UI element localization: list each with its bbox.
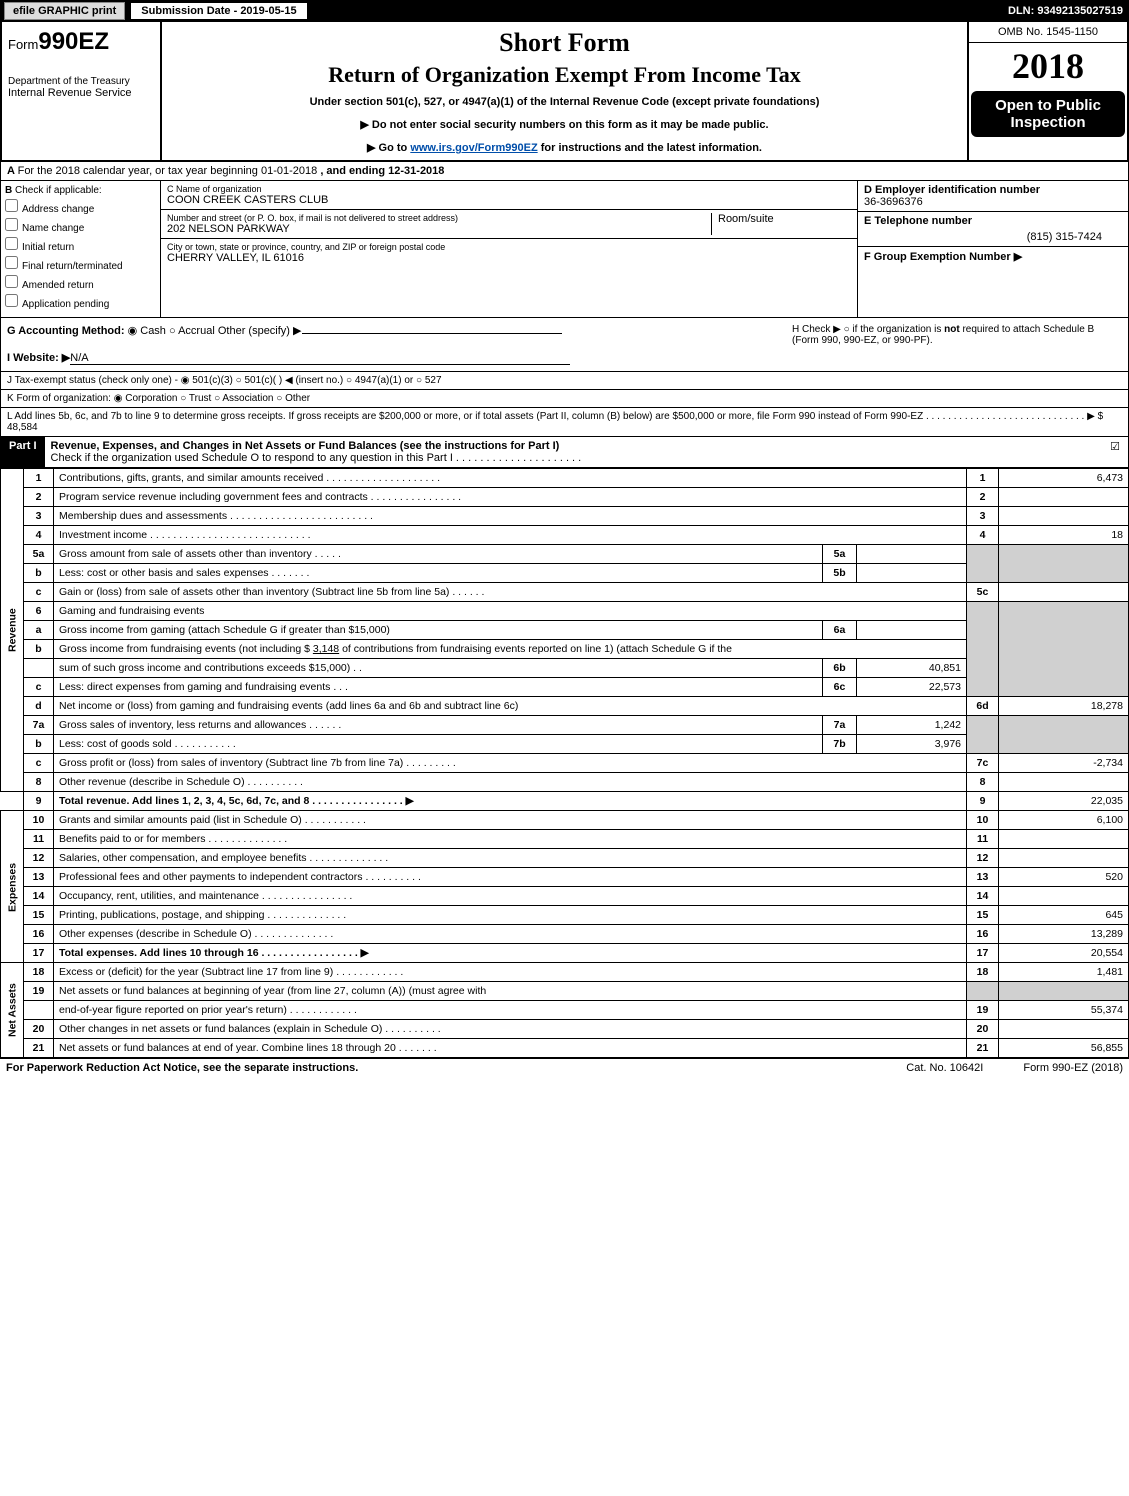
org-name: COON CREEK CASTERS CLUB bbox=[167, 194, 851, 206]
part1-title: Revenue, Expenses, and Changes in Net As… bbox=[51, 440, 560, 452]
i-label: I Website: ▶ bbox=[7, 352, 70, 364]
f-label: F Group Exemption Number bbox=[864, 251, 1011, 263]
efile-print-button[interactable]: efile GRAPHIC print bbox=[4, 2, 125, 20]
e-label: E Telephone number bbox=[864, 215, 972, 227]
city-label: City or town, state or province, country… bbox=[167, 242, 851, 252]
form-header: Form990EZ Department of the Treasury Int… bbox=[0, 22, 1129, 162]
irs-link[interactable]: www.irs.gov/Form990EZ bbox=[410, 142, 537, 154]
lines-table: Revenue 1Contributions, gifts, grants, a… bbox=[0, 468, 1129, 1058]
side-expenses: Expenses bbox=[1, 811, 24, 963]
row-j: J Tax-exempt status (check only one) - ◉… bbox=[0, 372, 1129, 390]
chk-amended-return[interactable]: Amended return bbox=[5, 275, 156, 291]
footer: For Paperwork Reduction Act Notice, see … bbox=[0, 1058, 1129, 1077]
paperwork-notice: For Paperwork Reduction Act Notice, see … bbox=[6, 1062, 358, 1074]
c-name-label: C Name of organization bbox=[167, 184, 851, 194]
h-text: H Check ▶ ○ if the organization is not r… bbox=[792, 324, 1122, 365]
row-a: A For the 2018 calendar year, or tax yea… bbox=[0, 162, 1129, 181]
street-value: 202 NELSON PARKWAY bbox=[167, 223, 711, 235]
form-number: Form990EZ bbox=[8, 28, 154, 56]
room-suite-label: Room/suite bbox=[711, 213, 851, 235]
form-ref: Form 990-EZ (2018) bbox=[1023, 1062, 1123, 1074]
goto-line: ▶ Go to www.irs.gov/Form990EZ for instru… bbox=[168, 141, 961, 154]
row-k: K Form of organization: ◉ Corporation ○ … bbox=[0, 390, 1129, 408]
chk-final-return[interactable]: Final return/terminated bbox=[5, 256, 156, 272]
g-label: G Accounting Method: bbox=[7, 325, 125, 337]
return-org-title: Return of Organization Exempt From Incom… bbox=[168, 62, 961, 88]
chk-application-pending[interactable]: Application pending bbox=[5, 294, 156, 310]
side-netassets: Net Assets bbox=[1, 963, 24, 1058]
box-def: D Employer identification number 36-3696… bbox=[858, 181, 1128, 317]
row-gh: G Accounting Method: ◉ Cash ○ Accrual Ot… bbox=[0, 318, 1129, 372]
dln-label: DLN: 93492135027519 bbox=[1008, 5, 1129, 17]
part1-badge: Part I bbox=[1, 437, 45, 467]
chk-name-change[interactable]: Name change bbox=[5, 218, 156, 234]
short-form-title: Short Form bbox=[168, 28, 961, 58]
side-revenue: Revenue bbox=[1, 469, 24, 792]
chk-initial-return[interactable]: Initial return bbox=[5, 237, 156, 253]
row-l: L Add lines 5b, 6c, and 7b to line 9 to … bbox=[0, 408, 1129, 437]
ssn-warning: ▶ Do not enter social security numbers o… bbox=[168, 118, 961, 131]
chk-address-change[interactable]: Address change bbox=[5, 199, 156, 215]
d-label: D Employer identification number bbox=[864, 184, 1040, 196]
box-c: C Name of organization COON CREEK CASTER… bbox=[161, 181, 858, 317]
part1-header: Part I Revenue, Expenses, and Changes in… bbox=[0, 437, 1129, 468]
ein-value: 36-3696376 bbox=[864, 196, 1122, 208]
irs-label: Internal Revenue Service bbox=[8, 87, 154, 99]
open-to-public: Open to Public Inspection bbox=[971, 91, 1125, 137]
under-section-text: Under section 501(c), 527, or 4947(a)(1)… bbox=[168, 96, 961, 108]
phone-value: (815) 315-7424 bbox=[864, 231, 1122, 243]
box-b: B Check if applicable: Address change Na… bbox=[1, 181, 161, 317]
submission-date: Submission Date - 2019-05-15 bbox=[131, 3, 306, 19]
part1-check[interactable]: ☑ bbox=[1102, 437, 1128, 467]
omb-number: OMB No. 1545-1150 bbox=[969, 22, 1127, 43]
top-bar: efile GRAPHIC print Submission Date - 20… bbox=[0, 0, 1129, 22]
tax-year: 2018 bbox=[969, 43, 1127, 89]
website-value: N/A bbox=[70, 352, 570, 365]
entity-box: B Check if applicable: Address change Na… bbox=[0, 181, 1129, 318]
street-label: Number and street (or P. O. box, if mail… bbox=[167, 213, 711, 223]
city-value: CHERRY VALLEY, IL 61016 bbox=[167, 252, 851, 264]
dept-treasury: Department of the Treasury bbox=[8, 76, 154, 87]
cat-no: Cat. No. 10642I bbox=[906, 1062, 983, 1074]
part1-sub: Check if the organization used Schedule … bbox=[51, 452, 582, 464]
